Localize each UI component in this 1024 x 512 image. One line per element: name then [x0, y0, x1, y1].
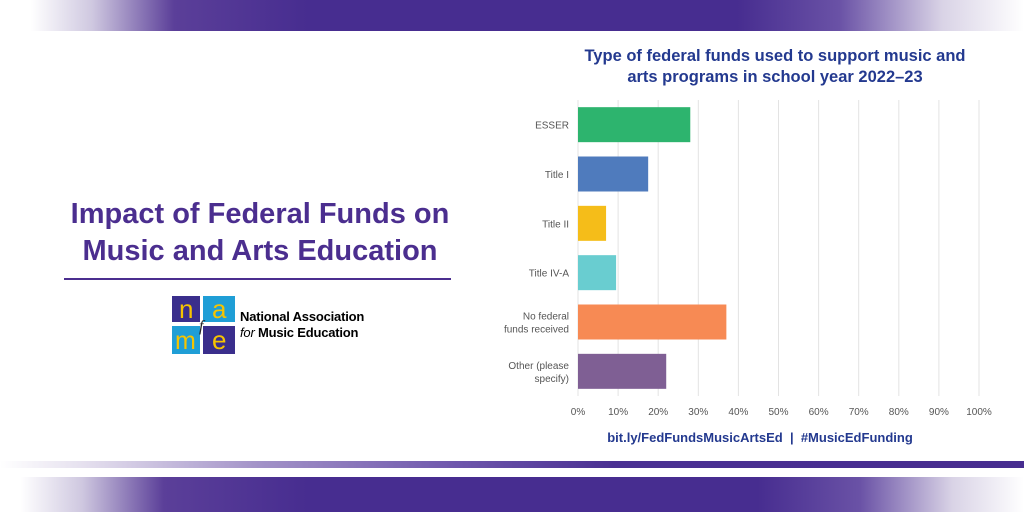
footer-link[interactable]: bit.ly/FedFundsMusicArtsEd | #MusicEdFun… [607, 430, 913, 445]
chart-title: Type of federal funds used to support mu… [555, 46, 995, 88]
x-tick-label: 60% [809, 407, 829, 418]
x-tick-label: 40% [728, 407, 748, 418]
logo-letter-f: f [199, 318, 206, 335]
org-name-line-1: National Association [240, 309, 365, 324]
org-name-line-2: for Music Education [240, 325, 364, 341]
org-name: National Association for Music Education [240, 309, 364, 341]
chart-title-line-1: Type of federal funds used to support mu… [584, 47, 966, 65]
category-label: specify) [535, 374, 569, 385]
category-label: ESSER [535, 121, 569, 132]
x-tick-label: 80% [889, 407, 909, 418]
x-tick-label: 100% [966, 407, 992, 418]
x-tick-label: 70% [849, 407, 869, 418]
headline-line-1: Impact of Federal Funds on [70, 198, 450, 230]
headline-line-2: Music and Arts Education [82, 235, 438, 267]
bar [578, 304, 727, 340]
bar [578, 255, 617, 291]
bar [578, 205, 607, 241]
bottom-decorative-band [0, 477, 1024, 512]
logo-letter-e: e [212, 325, 226, 354]
logo-letter-m: m [175, 327, 196, 354]
category-label: No federal [523, 312, 569, 323]
bar-chart: 0% 10% 20% 30% 40% 50% 60% 70% 80% 90% 100% ESSER Ti… [504, 100, 992, 418]
chart-title-line-2: arts programs in school year 2022–23 [627, 68, 923, 86]
x-tick-label: 0% [571, 407, 586, 418]
headline-divider [64, 278, 451, 280]
category-label: Title II [542, 219, 569, 230]
x-tick-label: 90% [929, 407, 949, 418]
category-label: funds received [504, 325, 569, 336]
logo-letter-n: n [179, 296, 193, 324]
x-tick-label: 10% [608, 407, 628, 418]
category-label: Title I [545, 170, 569, 181]
bar [578, 107, 691, 143]
x-tick-label: 50% [768, 407, 788, 418]
bar [578, 156, 649, 192]
category-label: Title IV-A [529, 269, 570, 280]
top-decorative-band [0, 0, 1024, 31]
thin-decorative-band [0, 461, 1024, 468]
logo-letter-a: a [212, 296, 227, 324]
x-tick-label: 30% [688, 407, 708, 418]
nafme-logo: n a f m e [172, 296, 235, 354]
org-name-italic: for [240, 325, 255, 340]
headline: Impact of Federal Funds on Music and Art… [40, 196, 480, 270]
x-tick-label: 20% [648, 407, 668, 418]
bar [578, 353, 667, 389]
category-label: Other (please [508, 361, 569, 372]
org-name-rest: Music Education [258, 325, 359, 340]
